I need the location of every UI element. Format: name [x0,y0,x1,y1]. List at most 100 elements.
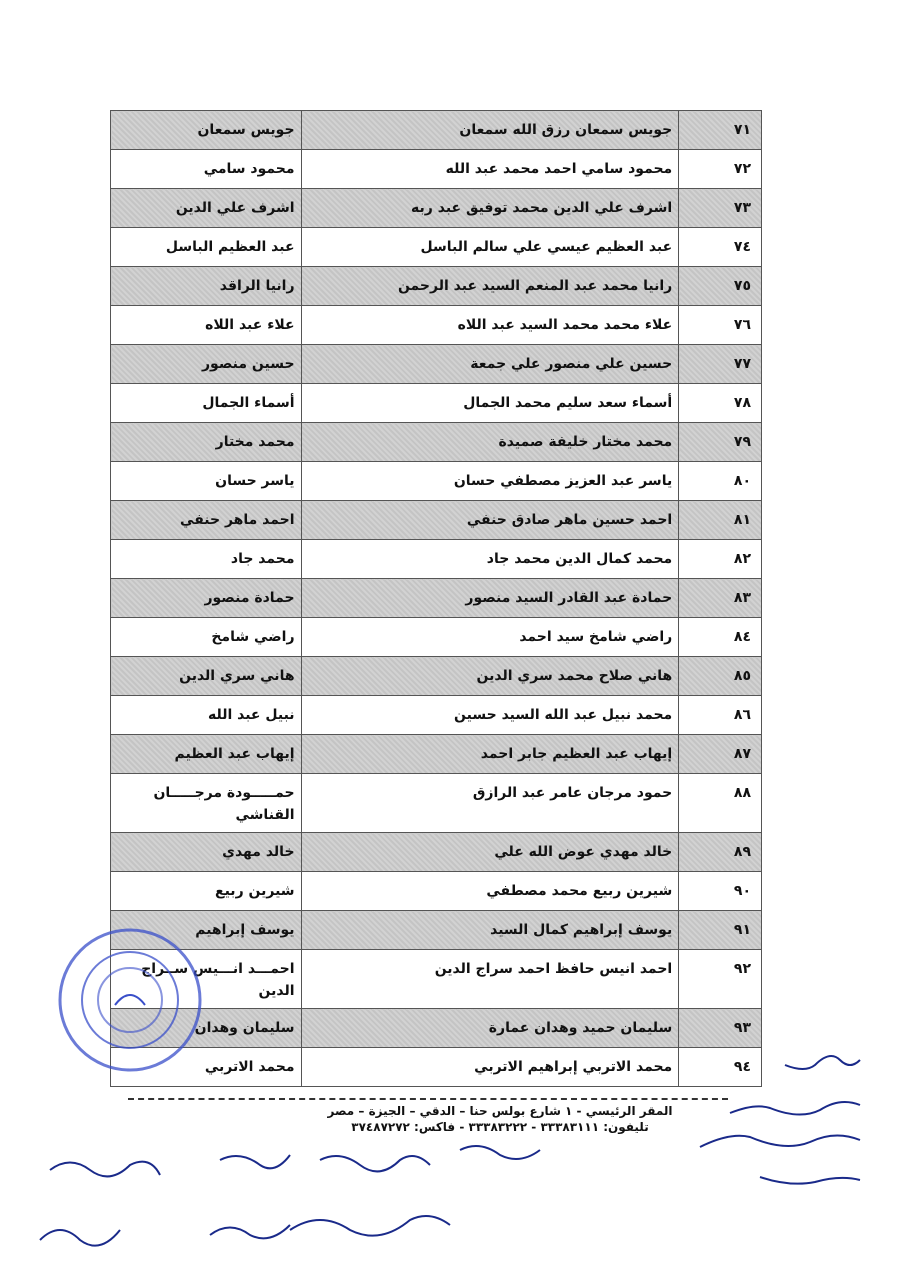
full-name-cell: شيرين ربيع محمد مصطفي [300,871,680,911]
row-number-cell: ٨٩ [678,832,762,872]
table-row: ٧١ جويس سمعان رزق الله سمعان جويس سمعان [110,110,762,150]
table-row: ٩١ يوسف إبراهيم كمال السيد يوسف إبراهيم [110,910,762,950]
short-name-cell: عبد العظيم الباسل [110,227,302,267]
full-name-cell: هاني صلاح محمد سري الدين [300,656,680,696]
row-number-cell: ٧٧ [678,344,762,384]
table-row: ٩٢ احمد انيس حافظ احمد سراج الدين احمـــد … [110,949,762,1009]
table-row: ٨٠ ياسر عبد العزيز مصطفي حسان ياسر حسان [110,461,762,501]
row-number-cell: ٩٣ [678,1008,762,1048]
table-row: ٩٤ محمد الاتربي إبراهيم الاتربي محمد الاتر… [110,1047,762,1087]
table-row: ٧٣ اشرف علي الدين محمد توفيق عبد ربه اشرف … [110,188,762,228]
row-number-cell: ٩٤ [678,1047,762,1087]
table-row: ٩٣ سليمان حميد وهدان عمارة سليمان وهدان [110,1008,762,1048]
full-name-cell: إيهاب عبد العظيم جابر احمد [300,734,680,774]
full-name-cell: احمد حسين ماهر صادق حنفي [300,500,680,540]
row-number-cell: ٧٩ [678,422,762,462]
short-name-cell: رانيا الراقد [110,266,302,306]
short-name-cell: جويس سمعان [110,110,302,150]
table-row: ٧٤ عبد العظيم عيسي علي سالم الباسل عبد الع… [110,227,762,267]
table-row: ٩٠ شيرين ربيع محمد مصطفي شيرين ربيع [110,871,762,911]
short-name-cell: محمود سامي [110,149,302,189]
table-row: ٧٥ رانيا محمد عبد المنعم السيد عبد الرحمن… [110,266,762,306]
short-name-cell: راضي شامخ [110,617,302,657]
short-name-cell: خالد مهدي [110,832,302,872]
short-name-cell: نبيل عبد الله [110,695,302,735]
table-row: ٧٧ حسين علي منصور علي جمعة حسين منصور [110,344,762,384]
short-name-cell: أسماء الجمال [110,383,302,423]
row-number-cell: ٨٧ [678,734,762,774]
short-name-cell: علاء عبد اللاه [110,305,302,345]
table-row: ٨٤ راضي شامخ سيد احمد راضي شامخ [110,617,762,657]
handwritten-signatures-right [699,1055,861,1185]
full-name-cell: محمد نبيل عبد الله السيد حسين [300,695,680,735]
table-row: ٨٣ حمادة عبد القادر السيد منصور حمادة منصو… [110,578,762,618]
full-name-cell: حمود مرجان عامر عبد الرازق [300,773,680,833]
table-row: ٧٦ علاء محمد محمد السيد عبد اللاه علاء عبد… [110,305,762,345]
full-name-cell: راضي شامخ سيد احمد [300,617,680,657]
short-name-cell: سليمان وهدان [110,1008,302,1048]
row-number-cell: ٧٣ [678,188,762,228]
row-number-cell: ٨٥ [678,656,762,696]
full-name-cell: خالد مهدي عوض الله علي [300,832,680,872]
full-name-cell: ياسر عبد العزيز مصطفي حسان [300,461,680,501]
row-number-cell: ٨٣ [678,578,762,618]
short-name-cell: حسين منصور [110,344,302,384]
row-number-cell: ٨٨ [678,773,762,833]
party-stamp [58,928,202,1072]
short-name-cell: احمد ماهر حنفي [110,500,302,540]
handwritten-signatures-bottom [39,1145,541,1247]
row-number-cell: ٨٠ [678,461,762,501]
table-row: ٧٨ أسماء سعد سليم محمد الجمال أسماء الجمال [110,383,762,423]
full-name-cell: اشرف علي الدين محمد توفيق عبد ربه [300,188,680,228]
full-name-cell: جويس سمعان رزق الله سمعان [300,110,680,150]
short-name-cell: احمـــد انـــيس ســراج الدين [110,949,302,1009]
short-name-cell: محمد مختار [110,422,302,462]
row-number-cell: ٩٠ [678,871,762,911]
full-name-cell: محمد مختار خليفة صميدة [300,422,680,462]
short-name-cell: هاني سري الدين [110,656,302,696]
short-name-cell: حمادة منصور [110,578,302,618]
full-name-cell: محمود سامي احمد محمد عبد الله [300,149,680,189]
row-number-cell: ٧٨ [678,383,762,423]
short-name-cell: إيهاب عبد العظيم [110,734,302,774]
row-number-cell: ٨٢ [678,539,762,579]
footer: المقر الرئيسي - ١ شارع بولس حنا – الدقي … [280,1103,720,1135]
row-number-cell: ٨٤ [678,617,762,657]
row-number-cell: ٨٦ [678,695,762,735]
full-name-cell: حمادة عبد القادر السيد منصور [300,578,680,618]
table-row: ٨٩ خالد مهدي عوض الله علي خالد مهدي [110,832,762,872]
table-row: ٧٩ محمد مختار خليفة صميدة محمد مختار [110,422,762,462]
table-row: ٨١ احمد حسين ماهر صادق حنفي احمد ماهر حنفي [110,500,762,540]
table-row: ٨٢ محمد كمال الدين محمد جاد محمد جاد [110,539,762,579]
full-name-cell: علاء محمد محمد السيد عبد اللاه [300,305,680,345]
row-number-cell: ٧١ [678,110,762,150]
short-name-cell: ياسر حسان [110,461,302,501]
footer-divider [128,1098,728,1100]
table-row: ٨٨ حمود مرجان عامر عبد الرازق حمـــــودة م… [110,773,762,833]
short-name-cell: شيرين ربيع [110,871,302,911]
full-name-cell: رانيا محمد عبد المنعم السيد عبد الرحمن [300,266,680,306]
table-row: ٨٦ محمد نبيل عبد الله السيد حسين نبيل عبد … [110,695,762,735]
short-name-cell: محمد جاد [110,539,302,579]
full-name-cell: يوسف إبراهيم كمال السيد [300,910,680,950]
full-name-cell: محمد الاتربي إبراهيم الاتربي [300,1047,680,1087]
table-row: ٨٧ إيهاب عبد العظيم جابر احمد إيهاب عبد ال… [110,734,762,774]
row-number-cell: ٧٦ [678,305,762,345]
members-table: ٧١ جويس سمعان رزق الله سمعان جويس سمعان ٧٢ م… [110,110,762,1087]
short-name-cell: يوسف إبراهيم [110,910,302,950]
row-number-cell: ٧٥ [678,266,762,306]
row-number-cell: ٩٢ [678,949,762,1009]
short-name-cell: محمد الاتربي [110,1047,302,1087]
row-number-cell: ٩١ [678,910,762,950]
full-name-cell: عبد العظيم عيسي علي سالم الباسل [300,227,680,267]
row-number-cell: ٧٢ [678,149,762,189]
row-number-cell: ٨١ [678,500,762,540]
full-name-cell: حسين علي منصور علي جمعة [300,344,680,384]
row-number-cell: ٧٤ [678,227,762,267]
full-name-cell: سليمان حميد وهدان عمارة [300,1008,680,1048]
table-row: ٨٥ هاني صلاح محمد سري الدين هاني سري الدين [110,656,762,696]
footer-address: المقر الرئيسي - ١ شارع بولس حنا – الدقي … [327,1104,673,1118]
full-name-cell: احمد انيس حافظ احمد سراج الدين [300,949,680,1009]
short-name-cell: اشرف علي الدين [110,188,302,228]
short-name-cell: حمـــــودة مرجـــــان القناشي [110,773,302,833]
